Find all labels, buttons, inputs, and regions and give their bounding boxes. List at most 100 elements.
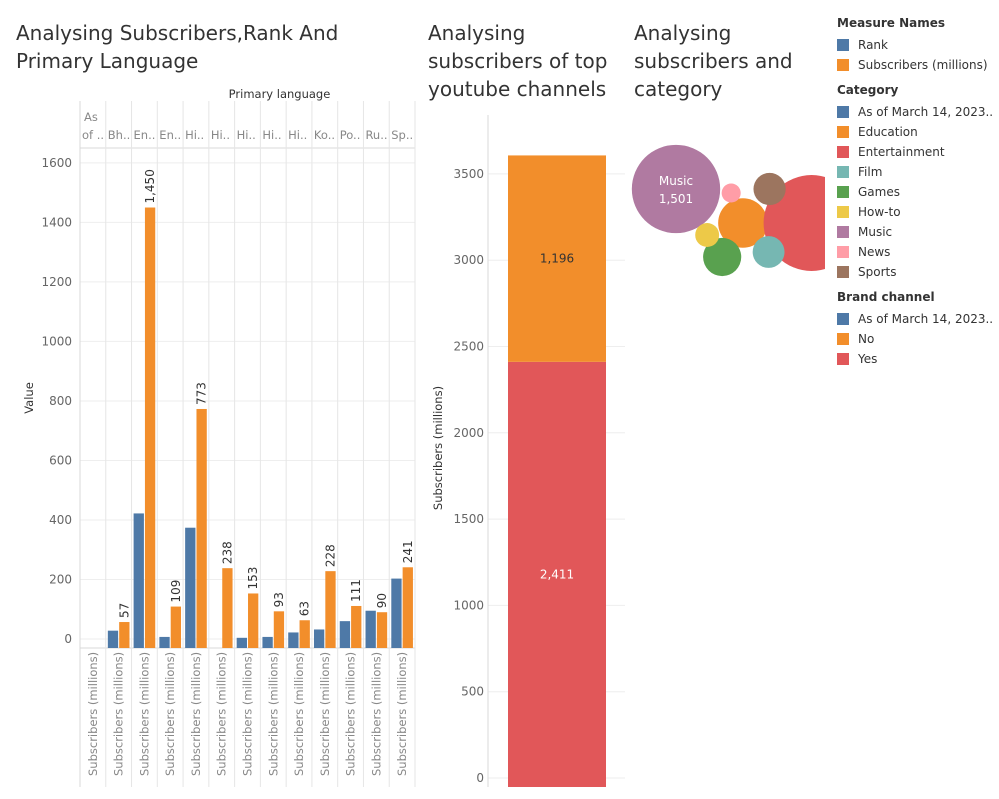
category-header-label: En..	[159, 128, 181, 142]
data-label: 241	[401, 540, 415, 563]
legend-item-subscribers[interactable]: Subscribers (millions)	[837, 55, 988, 75]
category-header-label: of ..	[82, 128, 104, 142]
legend-item-music[interactable]: Music	[837, 222, 993, 242]
chart2-title: Analysing subscribers of top youtube cha…	[428, 21, 608, 101]
y-axis-title: Value	[22, 382, 36, 414]
bubble-news	[721, 183, 741, 203]
x-tick-label: Subscribers (millions)	[163, 652, 177, 776]
y-tick-label: 1000	[41, 334, 72, 348]
legend-item-news[interactable]: News	[837, 242, 993, 262]
category-header-label: Hi..	[185, 128, 204, 142]
bubble-games	[703, 237, 742, 277]
legend-label: Games	[858, 185, 900, 199]
bar-rank	[313, 629, 325, 648]
bar-subscribers	[196, 408, 207, 648]
x-tick-label: Subscribers (millions)	[241, 652, 255, 776]
legend-label: Rank	[858, 38, 888, 52]
brand-stacked-bar-chart: 0 500 1000 1500 2000 2500 3000 3500 Subscribers …	[431, 115, 625, 787]
category-header-label: Sp..	[391, 128, 413, 142]
x-tick-label: Subscribers (millions)	[112, 652, 126, 776]
legend-swatch	[837, 106, 849, 118]
y-tick-label: 3500	[453, 167, 484, 181]
bar-subscribers	[248, 593, 259, 648]
bubble-sports	[753, 172, 786, 206]
legend-swatch	[837, 59, 849, 71]
legend-item-as-of[interactable]: As of March 14, 2023..	[837, 309, 993, 329]
y-tick-label: 3000	[453, 253, 484, 267]
legend-item-sports[interactable]: Sports	[837, 262, 993, 282]
y-tick-label: 1000	[453, 598, 484, 612]
header-label: Primary language	[229, 87, 331, 101]
legend-item-education[interactable]: Education	[837, 122, 993, 142]
category-bubble-chart: Music 1,501	[631, 144, 825, 277]
category-header-label: Po..	[340, 128, 361, 142]
bar-subscribers	[273, 611, 285, 648]
bubble-value-label: 1,501	[659, 192, 693, 206]
stacked-segment-no	[508, 155, 606, 362]
y-tick-label: 0	[476, 771, 484, 785]
bar-subscribers	[119, 622, 130, 648]
data-label: 1,196	[540, 252, 574, 266]
legend-label: As of March 14, 2023..	[858, 312, 994, 326]
category-header-label: Hi..	[237, 128, 256, 142]
legend-label: How-to	[858, 205, 901, 219]
legend-swatch	[837, 146, 849, 158]
legend-label: Education	[858, 125, 918, 139]
x-tick-label: Subscribers (millions)	[215, 652, 229, 776]
bubble-how-to	[695, 223, 720, 247]
bar-rank	[339, 621, 351, 648]
y-tick-label: 1600	[41, 156, 72, 170]
legend-swatch	[837, 39, 849, 51]
legend-label: Subscribers (millions)	[858, 58, 988, 72]
bar-subscribers	[402, 567, 413, 648]
legend-swatch	[837, 126, 849, 138]
legend-item-yes[interactable]: Yes	[837, 349, 993, 369]
y-tick-label: 2000	[453, 426, 484, 440]
data-label: 1,450	[143, 169, 157, 203]
x-tick-label: Subscribers (millions)	[189, 652, 203, 776]
category-header-label: As	[84, 110, 98, 124]
legend-item-games[interactable]: Games	[837, 182, 993, 202]
legend-item-as-of[interactable]: As of March 14, 2023..	[837, 102, 993, 122]
legend-brand-channel: Brand channel As of March 14, 2023.. No …	[837, 290, 993, 369]
legend-item-no[interactable]: No	[837, 329, 993, 349]
bar-rank	[288, 632, 299, 648]
bubble-education	[718, 198, 768, 248]
data-label: 228	[323, 544, 337, 567]
x-tick-label: Subscribers (millions)	[318, 652, 332, 776]
legend-label: News	[858, 245, 891, 259]
legend-item-film[interactable]: Film	[837, 162, 993, 182]
chart1-title: Analysing Subscribers,Rank And Primary L…	[16, 21, 339, 73]
x-tick-label: Subscribers (millions)	[369, 652, 383, 776]
bubble-music	[631, 144, 721, 234]
stacked-segment-yes	[508, 361, 606, 787]
y-tick-label: 0	[64, 632, 72, 646]
data-label: 773	[195, 382, 209, 405]
language-bar-chart: Primary language 0 200 400 600 800 1000 1200 140…	[22, 87, 416, 787]
legend-label: Yes	[858, 352, 878, 366]
x-tick-label: Subscribers (millions)	[137, 652, 151, 776]
data-label: 111	[349, 579, 363, 602]
category-header-label: En..	[134, 128, 156, 142]
y-tick-label: 1200	[41, 275, 72, 289]
bar-subscribers	[376, 612, 388, 648]
legend-label: Sports	[858, 265, 897, 279]
legend-item-how-to[interactable]: How-to	[837, 202, 993, 222]
bubble-film	[752, 236, 785, 268]
y-tick-label: 2500	[453, 339, 484, 353]
x-tick-label: Subscribers (millions)	[344, 652, 358, 776]
category-header-label: Ko..	[314, 128, 335, 142]
legend-title: Category	[837, 83, 899, 97]
category-header-label: Hi..	[288, 128, 307, 142]
x-tick-label: Subscribers (millions)	[266, 652, 280, 776]
legend-swatch	[837, 166, 849, 178]
legend-item-entertainment[interactable]: Entertainment	[837, 142, 993, 162]
category-header-label: Hi..	[211, 128, 230, 142]
legend-swatch	[837, 246, 849, 258]
legend-measure-names: Measure Names Rank Subscribers (millions…	[837, 16, 988, 75]
legend-item-rank[interactable]: Rank	[837, 35, 988, 55]
legend-swatch	[837, 333, 849, 345]
y-tick-label: 200	[49, 572, 72, 586]
data-label: 109	[169, 580, 183, 603]
chart3-title: Analysing subscribers and category	[634, 21, 793, 101]
